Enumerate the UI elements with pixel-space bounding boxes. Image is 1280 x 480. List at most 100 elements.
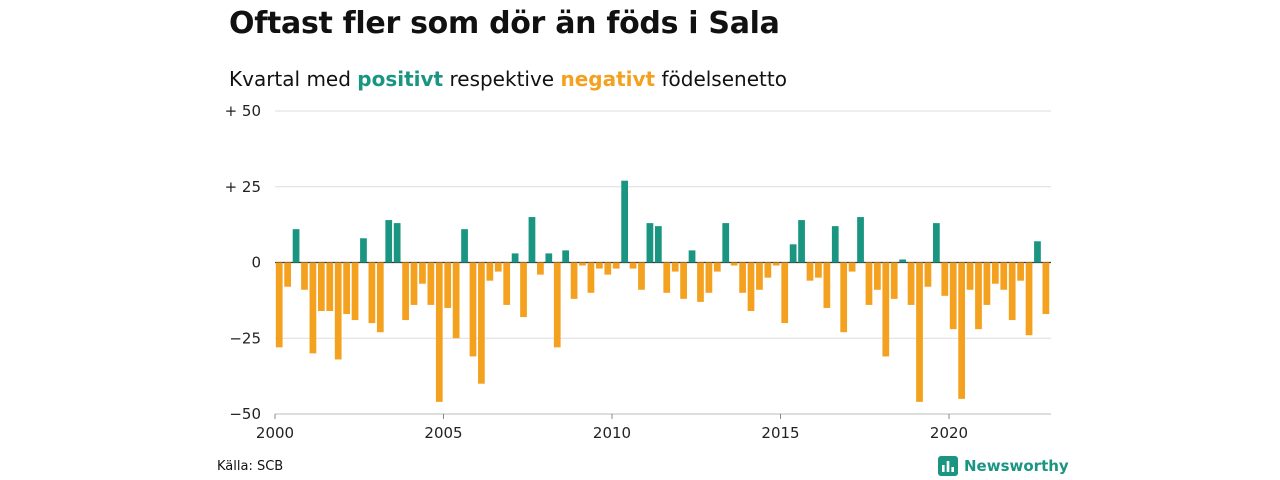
bar-negative	[916, 262, 923, 402]
bar-negative	[301, 262, 308, 290]
bar-positive	[831, 226, 839, 263]
bar-negative	[815, 262, 822, 278]
bar-negative	[334, 262, 342, 360]
bar-positive	[292, 229, 300, 263]
bar-negative	[772, 262, 780, 266]
bar-positive	[545, 253, 553, 263]
bar-positive	[385, 220, 393, 263]
bar-positive	[798, 220, 805, 263]
bar-negative	[806, 262, 814, 281]
bar-negative	[713, 262, 721, 272]
brand[interactable]: Newsworthy	[938, 456, 1069, 476]
bar-negative	[865, 262, 873, 305]
bar-negative	[376, 262, 384, 333]
bar-negative	[671, 262, 679, 272]
bar-positive	[562, 250, 570, 263]
bar-negative	[924, 262, 932, 287]
bar-positive	[360, 238, 367, 263]
bar-negative	[638, 262, 645, 290]
bar-negative	[756, 262, 763, 290]
bar-negative	[983, 262, 991, 305]
brand-label: Newsworthy	[964, 457, 1069, 475]
x-tick-label: 2000	[256, 424, 294, 442]
bar-negative	[275, 262, 283, 348]
bar-negative	[941, 262, 949, 296]
bar-negative	[351, 262, 359, 321]
bar-negative	[309, 262, 317, 354]
bar-negative	[949, 262, 957, 330]
subtitle-positive: positivt	[357, 67, 444, 91]
bar-negative	[1025, 262, 1033, 336]
bar-positive	[461, 229, 468, 263]
bar-negative	[537, 262, 544, 275]
y-axis: + 50 + 25 0 −25 −50	[225, 102, 261, 423]
bar-negative	[494, 262, 502, 272]
bar-negative	[629, 262, 637, 269]
bar-negative	[739, 262, 746, 293]
bar-negative	[958, 262, 966, 399]
bar-negative	[612, 262, 620, 269]
bar-negative	[991, 262, 999, 284]
bar-negative	[427, 262, 435, 305]
bar-negative	[907, 262, 915, 305]
bar-negative	[823, 262, 831, 308]
bar-negative	[317, 262, 325, 311]
bar-negative	[697, 262, 704, 302]
bar-negative	[764, 262, 772, 278]
bar-negative	[452, 262, 460, 339]
bar-negative	[595, 262, 603, 269]
bar-negative	[402, 262, 409, 321]
bar-negative	[486, 262, 494, 281]
bar-negative	[435, 262, 443, 402]
bar-positive	[393, 223, 401, 263]
bar-negative	[975, 262, 982, 330]
bar-positive	[722, 223, 730, 263]
bar-negative	[966, 262, 974, 290]
bar-negative	[705, 262, 713, 293]
chart-title: Oftast fler som dör än föds i Sala	[229, 6, 780, 41]
bar-negative	[680, 262, 687, 299]
chart-subtitle: Kvartal med positivt respektive negativt…	[229, 67, 787, 91]
bar-negative	[781, 262, 789, 324]
bar-negative	[1000, 262, 1008, 290]
subtitle-middle: respektive	[443, 67, 561, 91]
subtitle-negative: negativt	[560, 67, 656, 91]
bars	[275, 180, 1050, 402]
subtitle-start: Kvartal med	[229, 67, 358, 91]
bar-negative	[663, 262, 671, 293]
bar-negative	[284, 262, 292, 287]
bar-positive	[511, 253, 519, 263]
bar-negative	[848, 262, 856, 272]
bar-negative	[840, 262, 848, 333]
bar-negative	[368, 262, 376, 324]
bar-negative	[1017, 262, 1024, 281]
bar-positive	[857, 217, 864, 263]
bar-negative	[747, 262, 755, 311]
bar-positive	[646, 223, 654, 263]
bar-positive	[654, 226, 662, 263]
x-tick-label: 2015	[761, 424, 799, 442]
bar-negative	[326, 262, 334, 311]
bar-negative	[604, 262, 612, 275]
bar-negative	[410, 262, 418, 305]
bar-positive	[688, 250, 696, 263]
bar-negative	[503, 262, 511, 305]
bar-negative	[444, 262, 452, 308]
bar-negative	[1042, 262, 1050, 315]
x-tick-label: 2020	[930, 424, 968, 442]
bar-positive	[899, 259, 907, 263]
bar-negative	[478, 262, 485, 384]
x-tick-label: 2010	[593, 424, 631, 442]
bar-negative	[520, 262, 527, 318]
y-tick-label: + 25	[225, 178, 261, 196]
x-axis: 2000 2005 2010 2015 2020	[256, 413, 1051, 442]
y-tick-label: + 50	[225, 102, 261, 120]
y-tick-label: −50	[229, 405, 261, 423]
y-tick-label: 0	[251, 254, 261, 272]
bar-negative	[730, 262, 738, 266]
bar-positive	[789, 244, 797, 263]
source-note: Källa: SCB	[217, 459, 284, 474]
bar-negative	[419, 262, 426, 284]
bar-negative	[874, 262, 881, 290]
